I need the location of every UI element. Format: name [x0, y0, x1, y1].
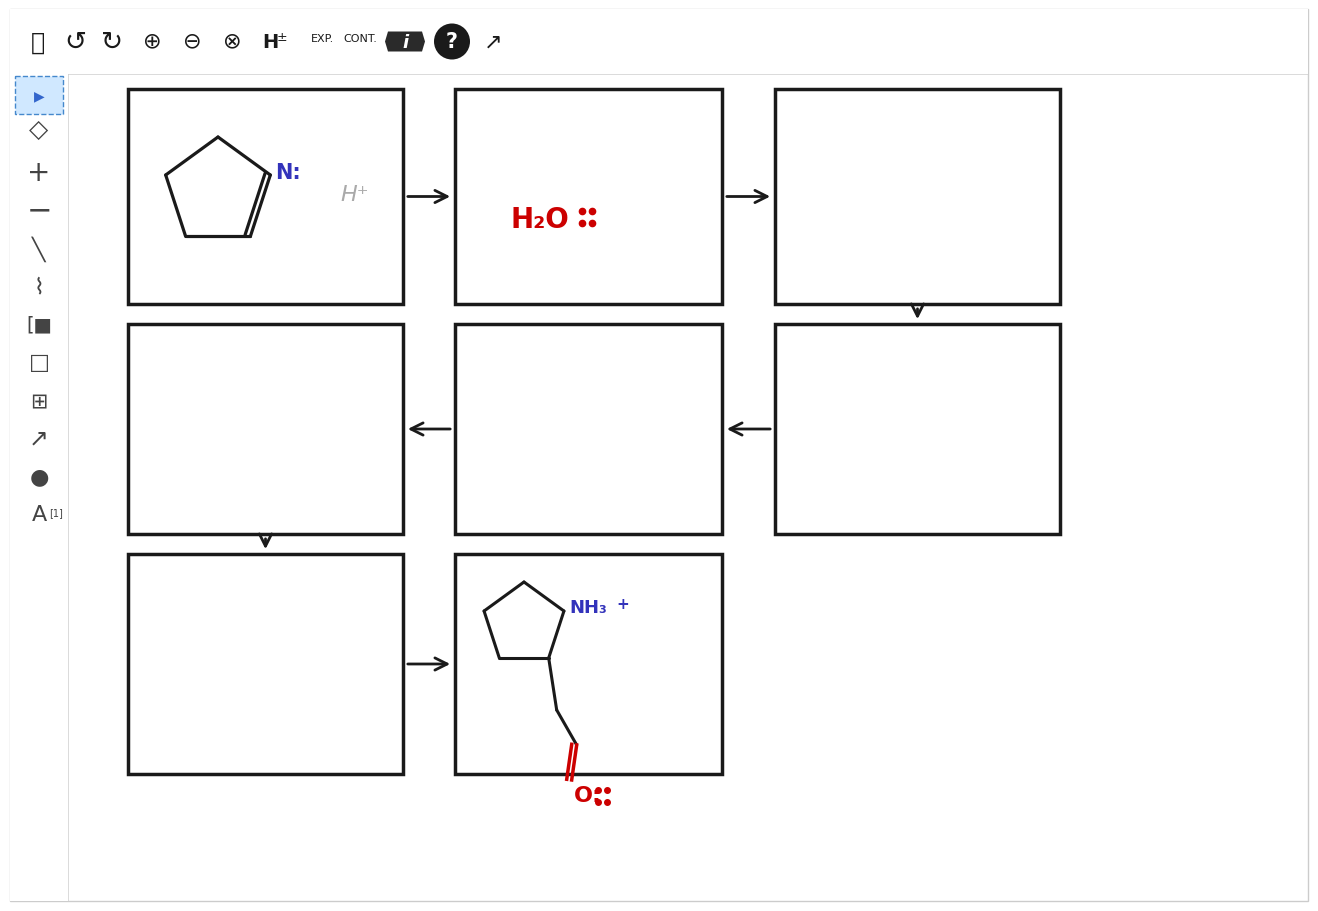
Text: ↺: ↺ — [65, 29, 86, 56]
Text: i: i — [402, 34, 409, 51]
Bar — [455, 90, 722, 304]
Text: ⊖: ⊖ — [183, 32, 202, 51]
Bar — [775, 324, 1060, 535]
Circle shape — [434, 25, 471, 60]
Bar — [128, 90, 403, 304]
Text: −: − — [26, 196, 51, 225]
Text: ╲: ╲ — [33, 236, 46, 261]
Text: H: H — [262, 33, 278, 52]
Text: ±: ± — [277, 31, 287, 44]
Bar — [128, 324, 403, 535]
Polygon shape — [385, 33, 424, 53]
Bar — [11, 75, 69, 901]
Text: CONT.: CONT. — [343, 34, 377, 44]
Text: ↗: ↗ — [29, 426, 49, 451]
Text: ⊞: ⊞ — [30, 391, 47, 411]
Bar — [455, 324, 722, 535]
Bar — [11, 10, 1307, 75]
Text: ⌇: ⌇ — [33, 277, 45, 297]
Text: +: + — [616, 596, 629, 611]
Text: ▶: ▶ — [34, 89, 45, 103]
Text: EXP.: EXP. — [310, 34, 333, 44]
Text: ⊕: ⊕ — [142, 32, 161, 51]
Text: ↗: ↗ — [484, 33, 502, 53]
Text: [■: [■ — [26, 315, 51, 334]
Text: O:: O: — [573, 785, 601, 805]
Bar — [775, 90, 1060, 304]
Bar — [455, 555, 722, 774]
Text: A: A — [32, 505, 46, 525]
Text: ●: ● — [29, 466, 49, 486]
Text: ?: ? — [445, 33, 457, 53]
Text: N:: N: — [275, 163, 301, 183]
Text: ◇: ◇ — [29, 118, 49, 142]
Bar — [14, 77, 63, 115]
Text: □: □ — [29, 353, 50, 373]
Text: H⁺: H⁺ — [341, 185, 369, 205]
Bar — [128, 555, 403, 774]
Text: NH₃: NH₃ — [569, 599, 606, 617]
Text: ↻: ↻ — [101, 29, 123, 56]
Text: ⊗: ⊗ — [223, 32, 241, 51]
Text: H₂O: H₂O — [510, 206, 569, 234]
Text: 🗋: 🗋 — [30, 30, 45, 55]
Text: +: + — [28, 159, 50, 187]
Text: [1]: [1] — [49, 507, 63, 517]
